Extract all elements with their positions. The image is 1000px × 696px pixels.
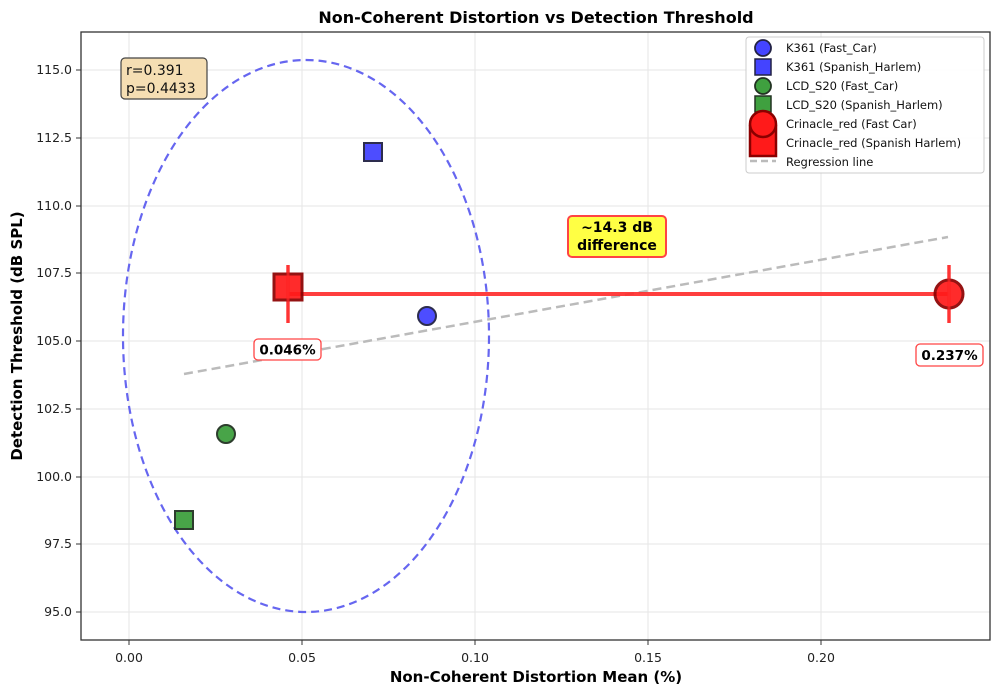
y-tick-label: 102.5 <box>36 401 72 416</box>
legend-label: LCD_S20 (Fast_Car) <box>786 79 898 93</box>
data-points <box>174 142 965 530</box>
y-tick-label: 95.0 <box>44 604 72 619</box>
x-tick-label: 0.20 <box>807 650 835 665</box>
legend-label: Crinacle_red (Spanish Harlem) <box>786 136 961 150</box>
legend-marker-k361-fastcar <box>754 39 772 57</box>
x-tick-label: 0.00 <box>115 650 143 665</box>
legend-label: Crinacle_red (Fast Car) <box>786 117 917 131</box>
x-tick-label: 0.10 <box>461 650 489 665</box>
x-axis-label: Non-Coherent Distortion Mean (%) <box>390 668 682 686</box>
difference-value: ~14.3 dB <box>581 220 653 236</box>
legend-marker-crinacle-fastcar <box>748 109 778 139</box>
difference-annotation: ~14.3 dB difference <box>567 215 667 258</box>
y-tick-label: 115.0 <box>36 62 72 77</box>
point-lcds20-fastcar[interactable] <box>216 424 236 444</box>
label-0046: 0.046% <box>253 338 322 361</box>
y-tick-label: 100.0 <box>36 469 72 484</box>
y-axis-label: Detection Threshold (dB SPL) <box>8 211 26 460</box>
legend: K361 (Fast_Car) K361 (Spanish_Harlem) LC… <box>745 36 985 174</box>
point-k361-fastcar[interactable] <box>417 306 437 326</box>
legend-label: K361 (Fast_Car) <box>786 41 877 55</box>
x-tick-label: 0.05 <box>288 650 316 665</box>
y-tick-label: 105.0 <box>36 333 72 348</box>
stat-r: r=0.391 <box>126 63 184 79</box>
plot-frame <box>80 31 991 641</box>
x-tick-label: 0.15 <box>634 650 662 665</box>
legend-marker-lcd-spanish <box>754 95 772 113</box>
stat-p: p=0.4433 <box>126 81 196 97</box>
label-0237: 0.237% <box>915 343 984 367</box>
y-tick-label: 110.0 <box>36 198 72 213</box>
point-lcds20-spanish-harlem[interactable] <box>174 510 194 530</box>
y-tick-label: 107.5 <box>36 265 72 280</box>
label-0046-text: 0.046% <box>259 343 316 359</box>
label-0237-text: 0.237% <box>921 348 978 364</box>
legend-marker-k361-spanish <box>754 58 772 76</box>
legend-marker-lcd-fastcar <box>754 77 772 95</box>
y-tick-label: 112.5 <box>36 130 72 145</box>
correlation-stats-box: r=0.391 p=0.4433 <box>120 57 208 100</box>
difference-label: difference <box>577 238 657 254</box>
legend-label: Regression line <box>786 155 873 169</box>
x-axis <box>128 640 822 645</box>
y-tick-label: 97.5 <box>44 536 72 551</box>
legend-label: LCD_S20 (Spanish_Harlem) <box>786 98 943 112</box>
point-k361-spanish-harlem[interactable] <box>363 142 383 162</box>
y-axis <box>76 69 81 613</box>
cluster-ellipse <box>121 58 491 614</box>
chart-title: Non-Coherent Distortion vs Detection Thr… <box>318 8 753 27</box>
legend-label: K361 (Spanish_Harlem) <box>786 60 921 74</box>
